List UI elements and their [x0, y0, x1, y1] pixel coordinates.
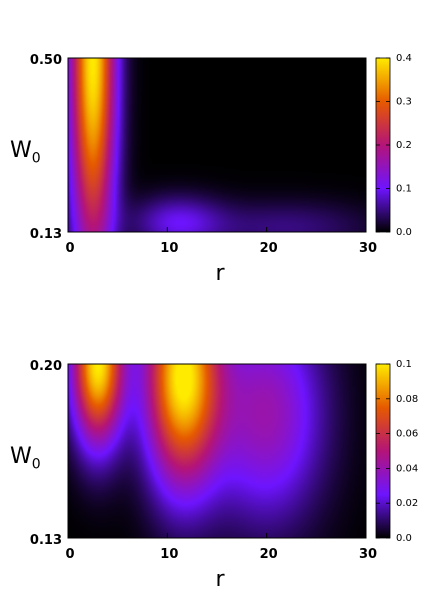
x-tick-label: 0 [65, 547, 74, 562]
x-tick-label: 20 [260, 241, 278, 256]
colorbar-tick-label: 0.4 [396, 53, 412, 64]
y-tick-label: 0.13 [30, 227, 62, 242]
x-tick-label: 30 [359, 241, 377, 256]
colorbar-tick-label: 0.1 [396, 359, 412, 370]
x-axis-label: r [215, 567, 225, 592]
heatmap-field [68, 58, 366, 232]
x-tick-label: 30 [359, 547, 377, 562]
colorbar-tick-label: 0.02 [396, 498, 418, 509]
colorbar-tick-label: 0.08 [396, 394, 418, 405]
heatmap-chart-top: 0 10 20 30 r 0.50 0.13 0.0 0.1 0.2 0.3 0.4 [30, 53, 412, 286]
plot-frame [67, 363, 367, 539]
y-tick-label: 0.50 [30, 53, 62, 68]
colorbar-tick-label: 0.0 [396, 533, 412, 544]
y-tick-label: 0.13 [30, 533, 62, 548]
heatmap-chart-bottom: 0 10 20 30 r 0.20 0.13 0.0 0.02 0.04 0.06 0.08 0.1 [30, 359, 418, 592]
y-axis-label: W0 [10, 444, 41, 473]
x-tick-label: 20 [260, 547, 278, 562]
colorbar-tick-label: 0.06 [396, 429, 418, 440]
x-tick-label: 10 [160, 241, 178, 256]
heatmap-panel-top: 0 10 20 30 r 0.50 0.13 0.0 0.1 0.2 0.3 0.4 W0 [0, 40, 436, 300]
colorbar-tick-label: 0.0 [396, 227, 412, 238]
colorbar-tick-label: 0.1 [396, 184, 412, 195]
y-axis-label: W0 [10, 138, 41, 167]
y-tick-label: 0.20 [30, 359, 62, 374]
colorbar-tick-label: 0.2 [396, 140, 412, 151]
x-tick-label: 0 [65, 241, 74, 256]
colorbar-tick-label: 0.04 [396, 463, 418, 474]
heatmap-field [68, 364, 366, 538]
x-axis-label: r [215, 261, 225, 286]
colorbar-tick-label: 0.3 [396, 97, 412, 108]
plot-frame [67, 57, 367, 233]
x-tick-label: 10 [160, 547, 178, 562]
colorbar [375, 363, 391, 539]
heatmap-panel-bottom: 0 10 20 30 r 0.20 0.13 0.0 0.02 0.04 0.06 0.08 0.1 W… [0, 346, 436, 606]
